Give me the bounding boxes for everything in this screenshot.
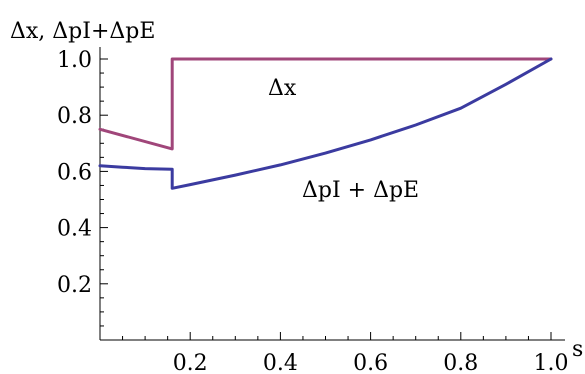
labels-layer: Δx ΔpI + ΔpE <box>268 76 419 203</box>
x-tick-label: 0.8 <box>443 351 478 374</box>
axes: 0.2 0.4 0.6 0.8 1.0 0.2 0.4 0.6 0.8 1.0 Δx, ΔpI+Δp… <box>10 19 583 374</box>
x-axis-title: s <box>572 337 583 362</box>
y-tick-label: 0.6 <box>57 160 92 185</box>
y-tick-label: 1.0 <box>57 48 92 73</box>
x-tick-label: 1.0 <box>534 351 569 374</box>
y-axis-title: Δx, ΔpI+ΔpE <box>10 19 155 44</box>
x-tick-label: 0.2 <box>173 351 208 374</box>
y-tick-label: 0.4 <box>57 217 92 242</box>
y-tick-label: 0.2 <box>57 273 92 298</box>
x-tick-label: 0.6 <box>353 351 388 374</box>
annotation-delta-pi-pe: ΔpI + ΔpE <box>302 178 419 203</box>
series-line-1 <box>98 57 553 190</box>
y-tick-label: 0.8 <box>57 104 92 129</box>
series-line-0 <box>98 57 553 151</box>
x-tick-label: 0.4 <box>263 351 298 374</box>
annotation-delta-x: Δx <box>268 76 297 101</box>
series-layer <box>98 57 553 190</box>
